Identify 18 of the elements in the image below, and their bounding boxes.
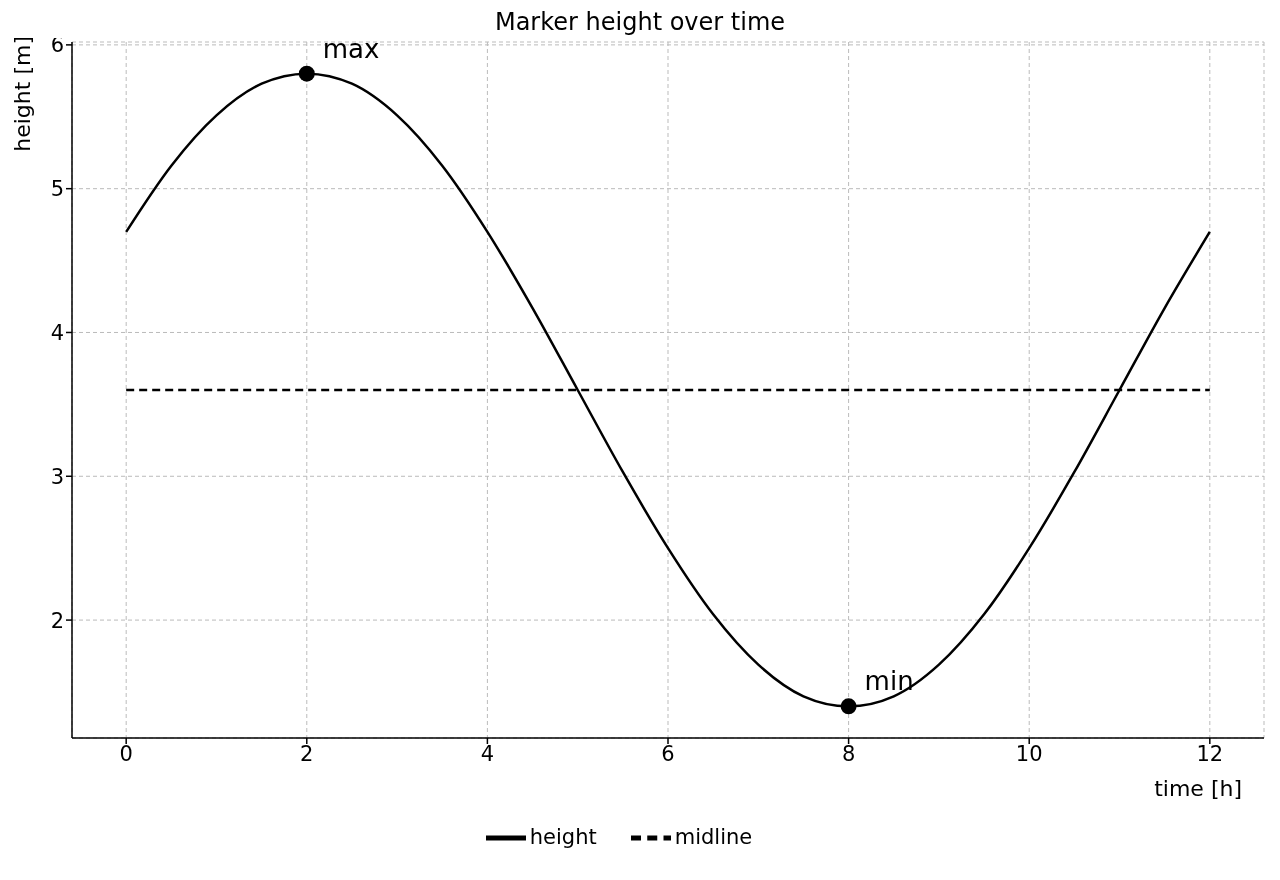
x-axis-title: time [h]: [1154, 776, 1242, 801]
x-tick-label: 12: [1196, 741, 1224, 766]
y-tick-label: 4: [50, 320, 64, 345]
annotation: max: [322, 33, 380, 64]
annotation: min: [864, 666, 914, 697]
legend-label: midline: [674, 825, 753, 849]
chart-title: Marker height over time: [494, 8, 786, 36]
legend-label: height: [529, 825, 597, 849]
y-axis-title: height [m]: [10, 36, 35, 152]
y-tick-label: 3: [50, 464, 64, 489]
x-tick-label: 8: [841, 741, 856, 766]
x-tick-label: 10: [1015, 741, 1043, 766]
y-tick-label: 2: [50, 608, 64, 633]
x-tick-label: 4: [480, 741, 495, 766]
y-tick-label: 5: [50, 177, 64, 202]
x-tick-label: 2: [300, 741, 314, 766]
x-tick-label: 6: [661, 741, 675, 766]
x-tick-label: 0: [119, 741, 133, 766]
